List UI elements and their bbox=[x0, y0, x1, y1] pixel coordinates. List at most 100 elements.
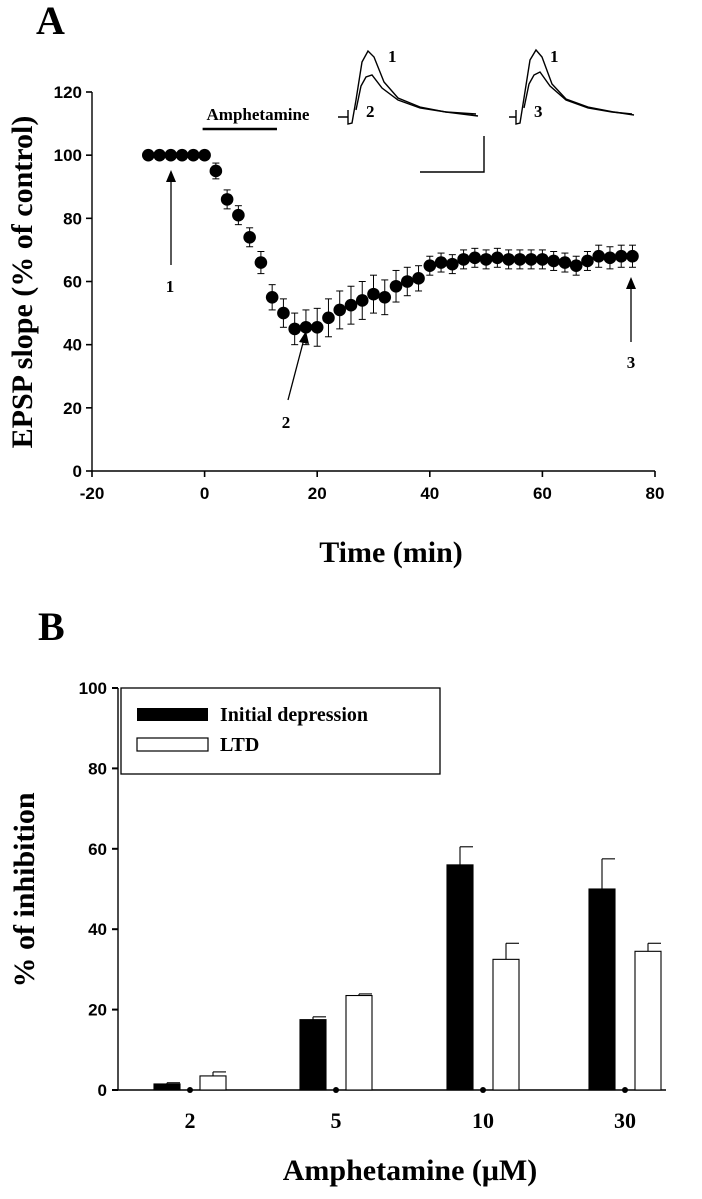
data-point bbox=[502, 253, 515, 266]
panel-a-y-title: EPSP slope (% of control) bbox=[6, 116, 39, 449]
panel-a-data-points bbox=[142, 148, 639, 336]
data-point bbox=[536, 253, 549, 266]
panel-a-y-tick-label: 60 bbox=[63, 273, 82, 292]
arrow-label-1: 1 bbox=[166, 277, 175, 296]
data-point bbox=[547, 254, 560, 268]
data-point bbox=[524, 253, 538, 266]
arrow-2 bbox=[287, 331, 309, 401]
bar-ltd-2 bbox=[199, 1075, 227, 1091]
bar-initial-depression-30 bbox=[588, 888, 616, 1091]
data-point bbox=[513, 253, 527, 266]
data-point bbox=[355, 294, 369, 307]
data-point bbox=[322, 311, 335, 325]
panel-b-x-tick-label: 5 bbox=[331, 1108, 342, 1133]
legend-label-initial-depression: Initial depression bbox=[220, 704, 368, 726]
data-point bbox=[479, 253, 493, 266]
panel-a-y-tick-label: 80 bbox=[63, 209, 82, 228]
bar-initial-depression-5 bbox=[299, 1019, 327, 1091]
panel-a-x-tick-label: 80 bbox=[646, 484, 665, 503]
panel-a-y-tick-label: 20 bbox=[63, 399, 82, 418]
panel-b-x-tick-dot bbox=[622, 1087, 628, 1093]
data-point bbox=[367, 287, 380, 301]
arrow-3 bbox=[626, 277, 636, 342]
data-point bbox=[164, 148, 178, 162]
amphetamine-bar-label: Amphetamine bbox=[207, 105, 310, 124]
trace-2-left bbox=[355, 74, 477, 115]
panel-a-x-tick-label: 60 bbox=[533, 484, 552, 503]
data-point bbox=[614, 249, 628, 263]
legend-box bbox=[120, 687, 441, 775]
panel-b-y-tick-label: 0 bbox=[98, 1081, 107, 1100]
data-point bbox=[243, 230, 256, 244]
panel-a-y-tick-label: 100 bbox=[54, 146, 82, 165]
panel-b-x-tick-label: 30 bbox=[614, 1108, 636, 1133]
data-point bbox=[277, 306, 290, 320]
panel-b-y-tick-label: 80 bbox=[88, 759, 107, 778]
bar-ltd-30 bbox=[634, 950, 662, 1091]
arrow-1 bbox=[166, 170, 176, 265]
data-point bbox=[175, 148, 189, 162]
legend-swatch-ltd bbox=[136, 737, 209, 752]
arrow-label-2: 2 bbox=[282, 413, 291, 432]
data-point bbox=[299, 320, 313, 334]
data-point bbox=[265, 290, 279, 304]
panel-a-label: A bbox=[36, 0, 65, 43]
data-point bbox=[412, 272, 425, 285]
trace-label-1: 1 bbox=[388, 47, 397, 66]
panel-b-x-tick-label: 2 bbox=[185, 1108, 196, 1133]
trace-1-left bbox=[338, 49, 479, 125]
data-point bbox=[209, 164, 223, 178]
panel-b-x-tick-dot bbox=[187, 1087, 193, 1093]
data-point bbox=[592, 249, 605, 263]
trace-label-3: 3 bbox=[534, 102, 543, 121]
data-point bbox=[153, 148, 166, 162]
panel-a-x-title: Time (min) bbox=[319, 536, 463, 569]
legend-swatch-initial-depression bbox=[137, 708, 208, 721]
panel-b-x-tick-dot bbox=[333, 1087, 339, 1093]
data-point bbox=[457, 253, 470, 266]
data-point bbox=[378, 290, 392, 304]
data-point bbox=[434, 256, 448, 269]
data-point bbox=[491, 251, 504, 265]
data-point bbox=[254, 256, 268, 269]
bar-ltd-5 bbox=[345, 994, 373, 1091]
data-point bbox=[198, 148, 211, 162]
bar-initial-depression-2 bbox=[153, 1083, 181, 1091]
data-point bbox=[581, 254, 594, 268]
panel-b-y-tick-label: 20 bbox=[88, 1001, 107, 1020]
trace-label-2: 2 bbox=[366, 102, 375, 121]
data-point bbox=[344, 298, 358, 312]
data-point bbox=[626, 249, 639, 263]
data-point bbox=[468, 251, 482, 265]
epsp-traces-inset bbox=[338, 48, 635, 173]
legend-label-ltd: LTD bbox=[220, 734, 259, 756]
panel-a-x-tick-label: 20 bbox=[308, 484, 327, 503]
data-point bbox=[310, 320, 324, 334]
scale-bar bbox=[420, 136, 485, 173]
data-point bbox=[232, 208, 245, 222]
panel-b-y-title: % of inhibition bbox=[8, 792, 41, 987]
panel-b-y-tick-label: 100 bbox=[79, 679, 107, 698]
data-point bbox=[389, 279, 403, 293]
panel-a-error-bars bbox=[212, 162, 636, 347]
panel-b-label: B bbox=[38, 604, 65, 649]
panel-a-x-tick-label: 40 bbox=[420, 484, 439, 503]
panel-a-x-tick-label: -20 bbox=[80, 484, 105, 503]
arrow-label-3: 3 bbox=[627, 353, 636, 372]
data-point bbox=[423, 259, 437, 273]
data-point bbox=[569, 259, 583, 273]
panel-b-y-tick-label: 40 bbox=[88, 920, 107, 939]
data-point bbox=[558, 256, 572, 269]
panel-b-x-tick-label: 10 bbox=[472, 1108, 494, 1133]
data-point bbox=[187, 148, 200, 162]
panel-a-axes: 0 20 40 60 80 100 120 -20 0 20 40 60 80 bbox=[54, 83, 665, 503]
data-point bbox=[603, 251, 617, 265]
panel-a-y-tick-label: 120 bbox=[54, 83, 82, 102]
data-point bbox=[400, 275, 414, 288]
panel-a-y-tick-label: 40 bbox=[63, 336, 82, 355]
legend: Initial depression LTD bbox=[120, 687, 441, 775]
trace-label-1b: 1 bbox=[550, 47, 559, 66]
data-point bbox=[333, 303, 347, 317]
trace-3-right bbox=[523, 71, 633, 115]
